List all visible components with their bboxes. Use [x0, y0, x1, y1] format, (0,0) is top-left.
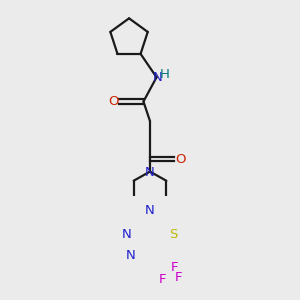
Text: O: O	[108, 95, 119, 108]
Text: S: S	[169, 228, 177, 241]
Text: H: H	[160, 68, 170, 80]
Text: N: N	[145, 204, 155, 218]
Text: F: F	[174, 271, 182, 284]
Text: F: F	[159, 272, 166, 286]
Text: O: O	[175, 153, 185, 166]
Text: N: N	[122, 228, 132, 241]
Text: N: N	[125, 249, 135, 262]
Text: F: F	[170, 261, 178, 274]
Text: N: N	[153, 71, 163, 84]
Text: N: N	[145, 166, 155, 179]
